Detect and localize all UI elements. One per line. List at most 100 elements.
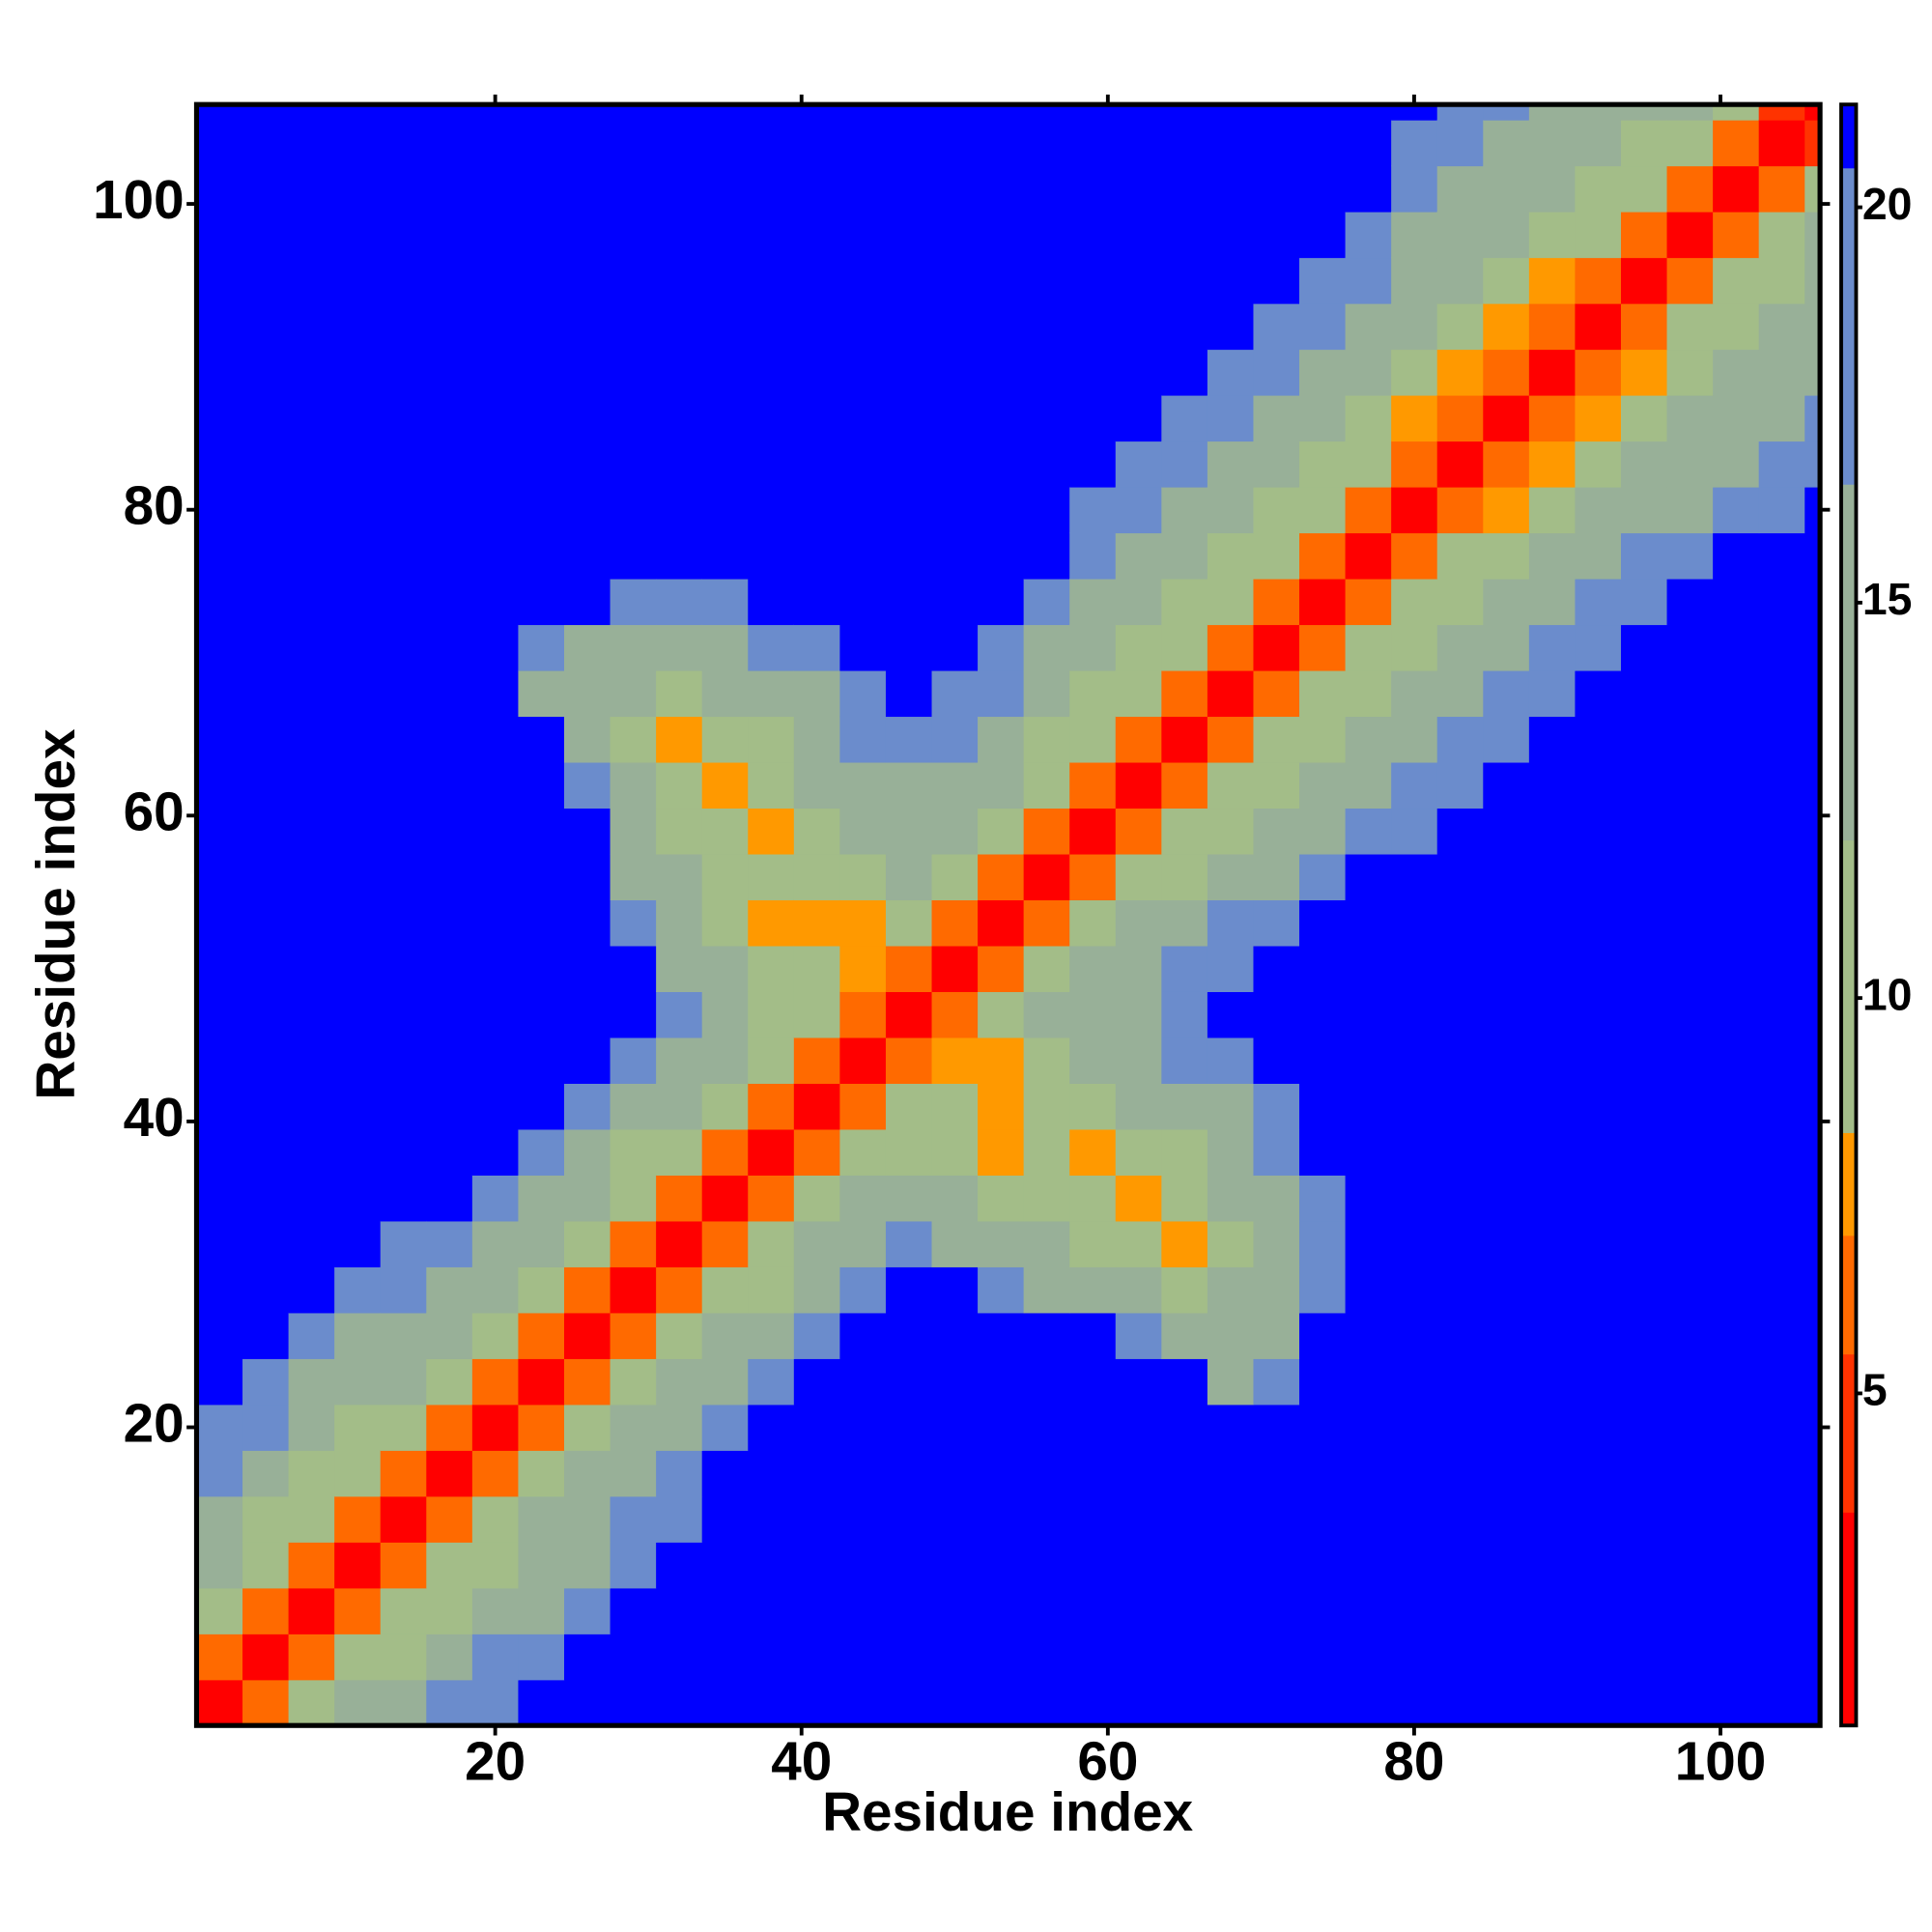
heatmap-cell	[610, 394, 657, 442]
heatmap-cell	[1483, 486, 1530, 534]
heatmap-cell	[471, 257, 520, 304]
heatmap-cell	[656, 532, 703, 580]
heatmap-cell	[1115, 1266, 1162, 1314]
heatmap-cell	[1483, 1495, 1530, 1543]
heatmap-cell	[1620, 1495, 1668, 1543]
heatmap-cell	[839, 1175, 887, 1222]
heatmap-cell	[931, 1358, 979, 1406]
heatmap-cell	[1758, 1587, 1805, 1634]
heatmap-cell	[1115, 761, 1162, 810]
heatmap-cell	[885, 1312, 933, 1359]
heatmap-cell	[1713, 1266, 1760, 1314]
heatmap-cell	[1804, 991, 1821, 1038]
heatmap-cell	[1758, 1266, 1805, 1314]
heatmap-cell	[885, 1495, 933, 1543]
heatmap-cell	[793, 1495, 841, 1543]
heatmap-cell	[839, 1083, 887, 1130]
heatmap-cell	[242, 257, 290, 304]
heatmap-cell	[1575, 1495, 1622, 1543]
heatmap-cell	[931, 1634, 979, 1681]
heatmap-cell	[1207, 1404, 1255, 1451]
heatmap-cell	[471, 349, 520, 396]
heatmap-cell	[1713, 211, 1760, 259]
heatmap-cell	[1528, 1266, 1577, 1314]
heatmap-cell	[793, 761, 841, 810]
heatmap-cell	[1115, 440, 1162, 488]
heatmap-cell	[748, 1634, 795, 1681]
heatmap-cell	[1391, 945, 1438, 992]
heatmap-cell	[1161, 1266, 1208, 1314]
heatmap-cell	[1299, 394, 1347, 442]
heatmap-cell	[1023, 532, 1070, 580]
heatmap-cell	[1713, 1634, 1760, 1681]
heatmap-cell	[1620, 394, 1668, 442]
heatmap-cell	[656, 853, 703, 901]
heatmap-cell	[1391, 394, 1438, 442]
heatmap-cell	[242, 1634, 290, 1681]
heatmap-cell	[656, 945, 703, 992]
heatmap-cell	[610, 1358, 657, 1406]
heatmap-cell	[196, 1450, 243, 1497]
heatmap-cell	[288, 165, 335, 213]
heatmap-cell	[793, 669, 841, 718]
heatmap-cell	[931, 1587, 979, 1634]
heatmap-cell	[518, 1404, 565, 1451]
heatmap-cell	[931, 120, 979, 167]
heatmap-cell	[839, 532, 887, 580]
heatmap-cell	[1207, 1358, 1255, 1406]
heatmap-cell	[839, 1404, 887, 1451]
heatmap-cell	[1253, 1037, 1300, 1084]
heatmap-cell	[426, 578, 473, 626]
heatmap-cell	[1115, 165, 1162, 213]
heatmap-cell	[885, 716, 933, 763]
heatmap-cell	[1115, 1587, 1162, 1634]
heatmap-cell	[1758, 808, 1805, 855]
heatmap-cell	[978, 440, 1025, 488]
heatmap-cell	[1299, 1358, 1347, 1406]
heatmap-cell	[656, 1220, 703, 1267]
heatmap-cell	[1253, 1679, 1300, 1726]
heatmap-cell	[839, 165, 887, 213]
heatmap-cell	[931, 486, 979, 534]
heatmap-cell	[748, 532, 795, 580]
heatmap-cell	[610, 1083, 657, 1130]
heatmap-cell	[1207, 716, 1255, 763]
heatmap-cell	[242, 165, 290, 213]
heatmap-cell	[288, 808, 335, 855]
heatmap-cell	[1253, 1495, 1300, 1543]
heatmap-cell	[334, 1542, 382, 1589]
heatmap-cell	[563, 257, 611, 304]
heatmap-cell	[1391, 1128, 1438, 1176]
heatmap-cell	[610, 716, 657, 763]
heatmap-cell	[518, 1220, 565, 1267]
heatmap-cell	[242, 1679, 290, 1726]
heatmap-cell	[1713, 302, 1760, 351]
heatmap-cell	[839, 991, 887, 1038]
heatmap-cell	[748, 853, 795, 901]
heatmap-cell	[1253, 302, 1300, 351]
heatmap-cell	[978, 1634, 1025, 1681]
heatmap-cell	[1804, 1634, 1821, 1681]
heatmap-cell	[885, 440, 933, 488]
heatmap-cell	[1666, 104, 1714, 121]
heatmap-cell	[1161, 716, 1208, 763]
heatmap-cell	[1758, 1128, 1805, 1176]
heatmap-cell	[426, 1450, 473, 1497]
heatmap-cell	[1069, 1542, 1117, 1589]
y-axis-label: Residue index	[26, 728, 87, 1100]
heatmap-cell	[426, 1404, 473, 1451]
heatmap-cell	[380, 165, 427, 213]
heatmap-cell	[839, 853, 887, 901]
heatmap-cell	[885, 991, 933, 1038]
heatmap-cell	[1666, 1220, 1714, 1267]
heatmap-cell	[978, 1587, 1025, 1634]
heatmap-cell	[242, 899, 290, 947]
heatmap-cell	[1207, 440, 1255, 488]
heatmap-cell	[793, 1634, 841, 1681]
heatmap-cell	[748, 104, 795, 121]
heatmap-cell	[1528, 1404, 1577, 1451]
heatmap-cell	[885, 394, 933, 442]
heatmap-cell	[1620, 211, 1668, 259]
heatmap-cell	[931, 578, 979, 626]
heatmap-cell	[701, 578, 749, 626]
